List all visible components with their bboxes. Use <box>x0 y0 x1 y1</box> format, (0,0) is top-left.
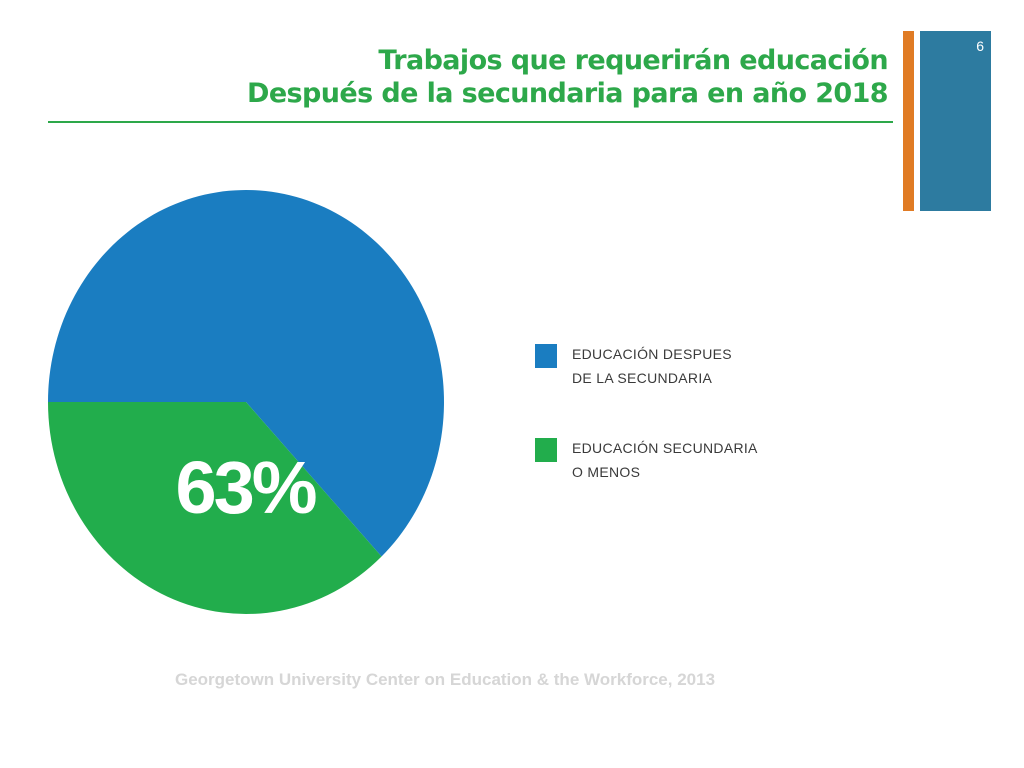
blue-accent-box <box>920 31 991 211</box>
chart-legend: EDUCACIÓN DESPUES DE LA SECUNDARIA EDUCA… <box>535 342 835 530</box>
legend-label: EDUCACIÓN DESPUES DE LA SECUNDARIA <box>572 342 822 390</box>
legend-label-line-1: EDUCACIÓN SECUNDARIA <box>572 440 758 456</box>
legend-label-line-1: EDUCACIÓN DESPUES <box>572 346 732 362</box>
legend-label-line-2: DE LA SECUNDARIA <box>572 370 713 386</box>
title-underline <box>48 121 893 123</box>
title-line-2: Después de la secundaria para en año 201… <box>247 78 889 109</box>
slide-title: Trabajos que requerirán educación Despué… <box>48 44 889 110</box>
legend-item-educacion-secundaria: EDUCACIÓN SECUNDARIA O MENOS <box>535 436 835 506</box>
pie-slice-educacion-despues <box>48 190 444 557</box>
pie-chart <box>48 190 444 614</box>
legend-swatch-green <box>535 438 557 462</box>
pie-slice-educacion-secundaria <box>48 402 382 614</box>
slice-label-educacion-despues: 63% <box>175 446 317 529</box>
slide-number: 6 <box>976 38 984 54</box>
orange-accent-bar <box>903 31 914 211</box>
legend-label: EDUCACIÓN SECUNDARIA O MENOS <box>572 436 822 484</box>
legend-label-line-2: O MENOS <box>572 464 641 480</box>
legend-item-educacion-despues: EDUCACIÓN DESPUES DE LA SECUNDARIA <box>535 342 835 412</box>
source-citation: Georgetown University Center on Educatio… <box>175 670 716 689</box>
legend-swatch-blue <box>535 344 557 368</box>
title-line-1: Trabajos que requerirán educación <box>378 45 888 76</box>
